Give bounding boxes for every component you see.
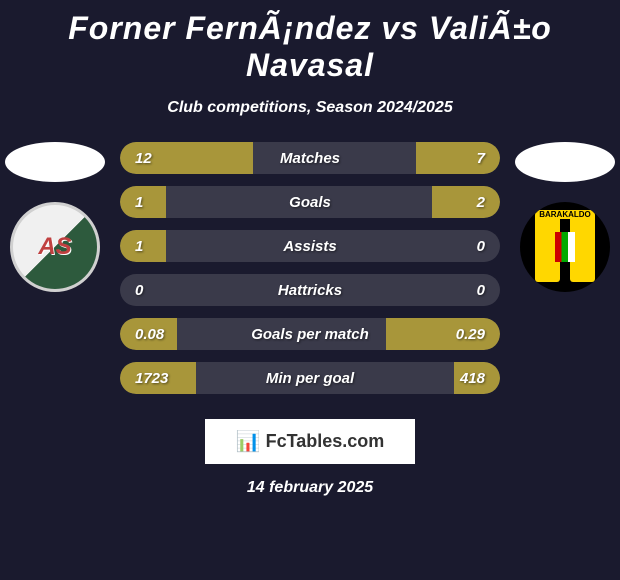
stat-row: 12 7 Matches <box>120 142 500 174</box>
stat-row: 1723 418 Min per goal <box>120 362 500 394</box>
subtitle: Club competitions, Season 2024/2025 <box>0 99 620 117</box>
stat-value-right: 0.29 <box>456 326 485 343</box>
comparison-area: 127Matches12Goals10Assists00Hattricks0.0… <box>0 142 620 394</box>
stat-value-left: 1723 <box>135 370 168 387</box>
date-text: 14 february 2025 <box>0 479 620 497</box>
stat-bar-right <box>416 142 500 174</box>
stat-value-left: 1 <box>135 238 143 255</box>
club-badge-left <box>10 202 100 292</box>
stat-row: 1 2 Goals <box>120 186 500 218</box>
stat-label: Goals per match <box>251 326 369 343</box>
stat-value-left: 0 <box>135 282 143 299</box>
chart-icon: 📊 <box>236 429 261 454</box>
stat-row: 1 0 Assists <box>120 230 500 262</box>
club-right-shield-icon <box>555 232 575 262</box>
comparison-container: Forner FernÃ¡ndez vs ValiÃ±o Navasal Clu… <box>0 0 620 507</box>
stat-value-left: 0.08 <box>135 326 164 343</box>
stats-table: 127Matches12Goals10Assists00Hattricks0.0… <box>120 142 500 394</box>
stat-bar-right <box>432 186 500 218</box>
stat-value-right: 418 <box>460 370 485 387</box>
stat-value-right: 0 <box>477 238 485 255</box>
club-badge-right: BARAKALDO <box>520 202 610 292</box>
stat-row: 0.08 0.29 Goals per match <box>120 318 500 350</box>
stat-value-right: 2 <box>477 194 485 211</box>
club-right-name: BARAKALDO <box>537 210 593 219</box>
stat-value-left: 12 <box>135 150 152 167</box>
player-right-side: BARAKALDO <box>510 142 620 292</box>
stat-label: Hattricks <box>278 282 342 299</box>
stat-label: Goals <box>289 194 331 211</box>
stat-value-right: 0 <box>477 282 485 299</box>
brand-logo[interactable]: 📊 FcTables.com <box>205 419 415 464</box>
stat-label: Matches <box>280 150 340 167</box>
player-right-avatar <box>515 142 615 182</box>
stat-value-left: 1 <box>135 194 143 211</box>
brand-text: FcTables.com <box>266 431 385 452</box>
player-left-side <box>0 142 110 292</box>
stat-label: Assists <box>283 238 336 255</box>
stat-row: 0 0 Hattricks <box>120 274 500 306</box>
player-left-avatar <box>5 142 105 182</box>
stat-label: Min per goal <box>266 370 354 387</box>
stat-value-right: 7 <box>477 150 485 167</box>
page-title: Forner FernÃ¡ndez vs ValiÃ±o Navasal <box>0 10 620 84</box>
